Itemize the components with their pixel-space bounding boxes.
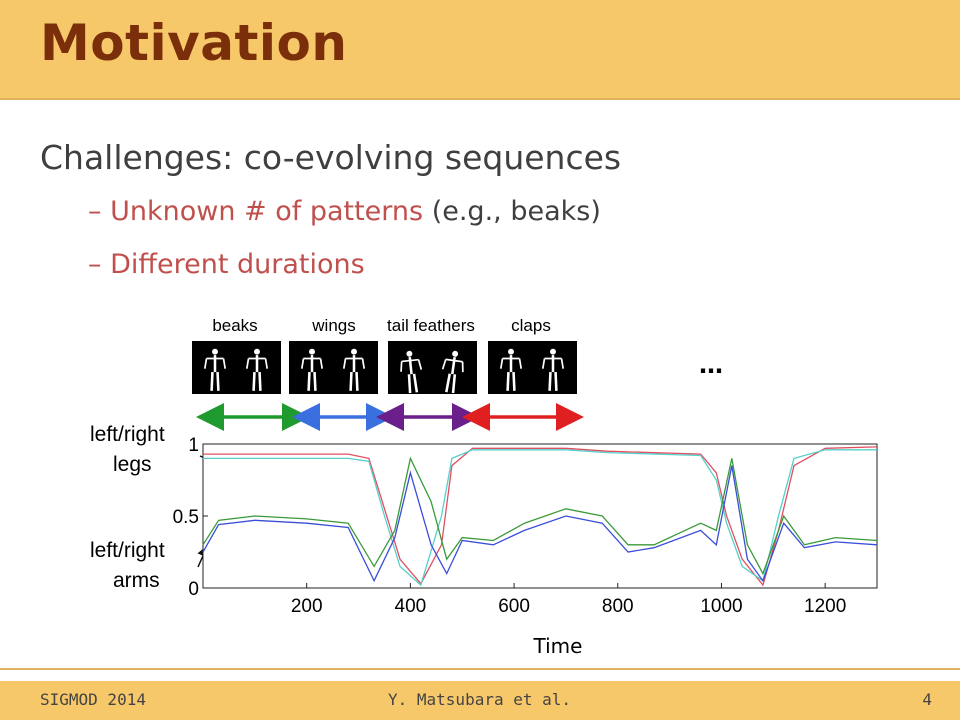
series-line-1 bbox=[203, 449, 877, 587]
pose-image-beaks bbox=[192, 341, 281, 394]
y-tick-label: 1 bbox=[188, 435, 199, 456]
series-line-3 bbox=[202, 465, 878, 583]
arms-annotation-line2: arms bbox=[113, 569, 160, 592]
pattern-label-beaks: beaks bbox=[212, 316, 257, 335]
x-tick-label: 600 bbox=[498, 596, 530, 617]
legs-annotation-line1: left/right bbox=[90, 423, 165, 446]
bullet-dash: – bbox=[88, 196, 102, 227]
ellipsis: … bbox=[699, 351, 723, 379]
bullet-text: Different durations bbox=[110, 249, 365, 280]
plot-frame bbox=[202, 443, 878, 589]
x-tick-label: 1200 bbox=[804, 596, 846, 617]
footer-band bbox=[0, 681, 960, 720]
bullet-text: Unknown # of patterns bbox=[110, 196, 424, 227]
bullet-different-durations: – Different durations bbox=[88, 249, 365, 280]
bullet-unknown-patterns: – Unknown # of patterns (e.g., beaks) bbox=[88, 196, 601, 227]
title-band bbox=[0, 0, 960, 98]
pattern-label-wings: wings bbox=[311, 316, 355, 335]
pose-image-tail-feathers bbox=[388, 341, 477, 396]
y-tick-label: 0 bbox=[188, 579, 199, 600]
x-tick-label: 800 bbox=[602, 596, 634, 617]
title-divider bbox=[0, 98, 960, 100]
footer-divider bbox=[0, 668, 960, 670]
slide-title: Motivation bbox=[40, 14, 348, 72]
bullet-dash: – bbox=[88, 249, 102, 280]
pattern-label-claps: claps bbox=[511, 316, 551, 335]
bullet-example: (e.g., beaks) bbox=[431, 196, 601, 227]
y-tick-label: 0.5 bbox=[173, 507, 199, 528]
footer-authors: Y. Matsubara et al. bbox=[388, 690, 572, 709]
x-tick-label: 1000 bbox=[700, 596, 742, 617]
pattern-label-tail-feathers: tail feathers bbox=[387, 316, 475, 335]
x-tick-label: 400 bbox=[395, 596, 427, 617]
pose-image-claps bbox=[488, 341, 577, 394]
arms-annotation-line1: left/right bbox=[90, 539, 165, 562]
footer-page-number: 4 bbox=[922, 690, 932, 709]
line-chart: 200 400 600 800 1000 1200 0 0.5 1 bbox=[173, 435, 878, 617]
slide-heading: Challenges: co-evolving sequences bbox=[40, 138, 622, 177]
series-line-0 bbox=[203, 446, 878, 587]
x-tick-label: 200 bbox=[291, 596, 323, 617]
legs-annotation-line2: legs bbox=[113, 453, 152, 476]
pose-image-wings bbox=[289, 341, 378, 394]
series-line-2 bbox=[202, 456, 878, 576]
x-axis-label: Time bbox=[533, 634, 583, 658]
motion-figure: beaks wings tail feathers claps … left/r… bbox=[90, 316, 878, 658]
footer-venue: SIGMOD 2014 bbox=[40, 690, 146, 709]
